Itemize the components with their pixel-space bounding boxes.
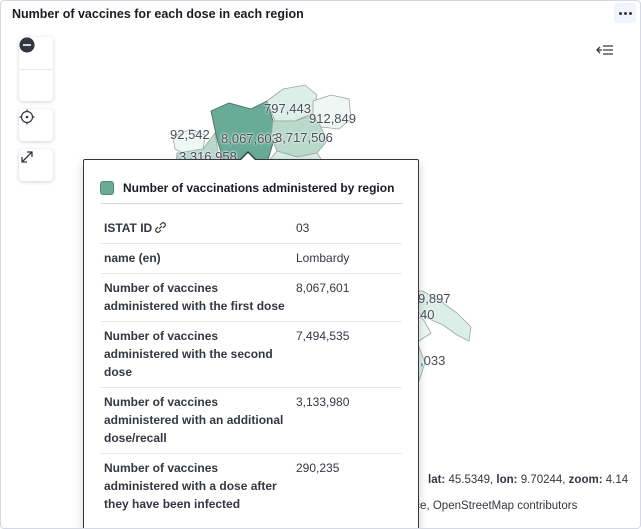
- region-label: 40: [420, 307, 435, 322]
- lon-value: 9.70244,: [520, 474, 566, 486]
- tooltip-layer-name: Number of vaccinations administered by r…: [123, 180, 395, 195]
- tooltip-value: 3,133,980: [296, 395, 350, 409]
- panel-options-button[interactable]: [614, 3, 636, 23]
- attribution-osm-link[interactable]: OpenStreetMap contributors: [407, 499, 578, 512]
- expand-icon: [21, 151, 33, 163]
- feature-tooltip: Number of vaccinations administered by r…: [83, 159, 419, 528]
- tooltip-key: Number of vaccines administered with the…: [104, 329, 273, 379]
- region-label: 9,897: [418, 291, 451, 306]
- region-label: ,033: [420, 353, 446, 368]
- tooltip-row: name (en) Lombardy: [100, 244, 402, 274]
- lat-label: lat:: [428, 474, 446, 486]
- choropleth-map[interactable]: [5, 29, 638, 527]
- map-attribution: vice, OpenStreetMap contributors: [403, 499, 581, 513]
- tooltip-header: Number of vaccinations administered by r…: [100, 178, 402, 204]
- dot-icon: [618, 11, 622, 15]
- tooltip-key: Number of vaccines administered with an …: [104, 395, 284, 445]
- link-icon[interactable]: [153, 221, 168, 234]
- tooltip-row: Number of vaccines administered with the…: [100, 322, 402, 388]
- tooltip-value: 8,067,601: [296, 281, 350, 295]
- tooltip-value: 03: [296, 221, 310, 235]
- tooltip-row: Number of vaccines administered with the…: [100, 274, 402, 322]
- menu-collapse-icon: [596, 45, 613, 55]
- tooltip-value: 290,235: [296, 461, 340, 475]
- tooltip-row: Number of vaccines administered with a d…: [100, 454, 402, 519]
- map-coordinates: lat: 45.5349, lon: 9.70244, zoom: 4.14: [425, 473, 632, 487]
- fit-to-data-button[interactable]: [19, 109, 53, 141]
- legend-toggle-button[interactable]: [596, 43, 620, 63]
- fullscreen-control: [19, 149, 53, 181]
- zoom-controls: [19, 37, 53, 101]
- tooltip-key: Number of vaccines administered with the…: [104, 281, 285, 313]
- locate-control: [19, 109, 53, 141]
- tooltip-value: Lombardy: [296, 251, 350, 265]
- region-label: 3,717,506: [275, 130, 333, 145]
- tooltip-arrow-fill: [240, 153, 256, 161]
- fullscreen-button[interactable]: [19, 149, 53, 181]
- tooltip-row: ISTAT ID 03: [100, 214, 402, 244]
- tooltip-value: 7,494,535: [296, 329, 350, 343]
- tooltip-key-text: ISTAT ID: [104, 221, 153, 235]
- crosshair-icon: [19, 109, 35, 125]
- zoom-value: 4.14: [605, 474, 629, 486]
- region-label: 912,849: [309, 111, 356, 126]
- region-veneto[interactable]: [270, 114, 328, 158]
- region-lombardy[interactable]: [210, 100, 274, 168]
- tooltip-key: ISTAT ID: [104, 219, 296, 237]
- panel-title: Number of vaccines for each dose in each…: [12, 7, 304, 21]
- lat-value: 45.5349,: [448, 474, 494, 486]
- attribution-separator: ,: [426, 500, 430, 512]
- dot-icon: [628, 11, 632, 15]
- minus-icon: [19, 37, 35, 53]
- tooltip-row: Number of vaccines administered with an …: [100, 388, 402, 454]
- region-label: 92,542: [170, 127, 210, 142]
- region-puglia[interactable]: [404, 290, 472, 342]
- tooltip-key: name (en): [104, 251, 161, 265]
- tooltip-properties: ISTAT ID 03 name (en) Lombardy Number of…: [100, 214, 402, 519]
- zoom-out-button[interactable]: [19, 37, 53, 101]
- region-label: 8,067,603: [221, 131, 279, 146]
- attribution-osm-text: OpenStreetMap contributors: [432, 500, 578, 512]
- zoom-label: zoom:: [568, 474, 603, 486]
- tooltip-key: Number of vaccines administered with a d…: [104, 461, 277, 511]
- layer-color-swatch: [100, 180, 114, 195]
- region-label: 797,443: [264, 101, 311, 116]
- lon-label: lon:: [496, 474, 518, 486]
- dot-icon: [623, 11, 627, 15]
